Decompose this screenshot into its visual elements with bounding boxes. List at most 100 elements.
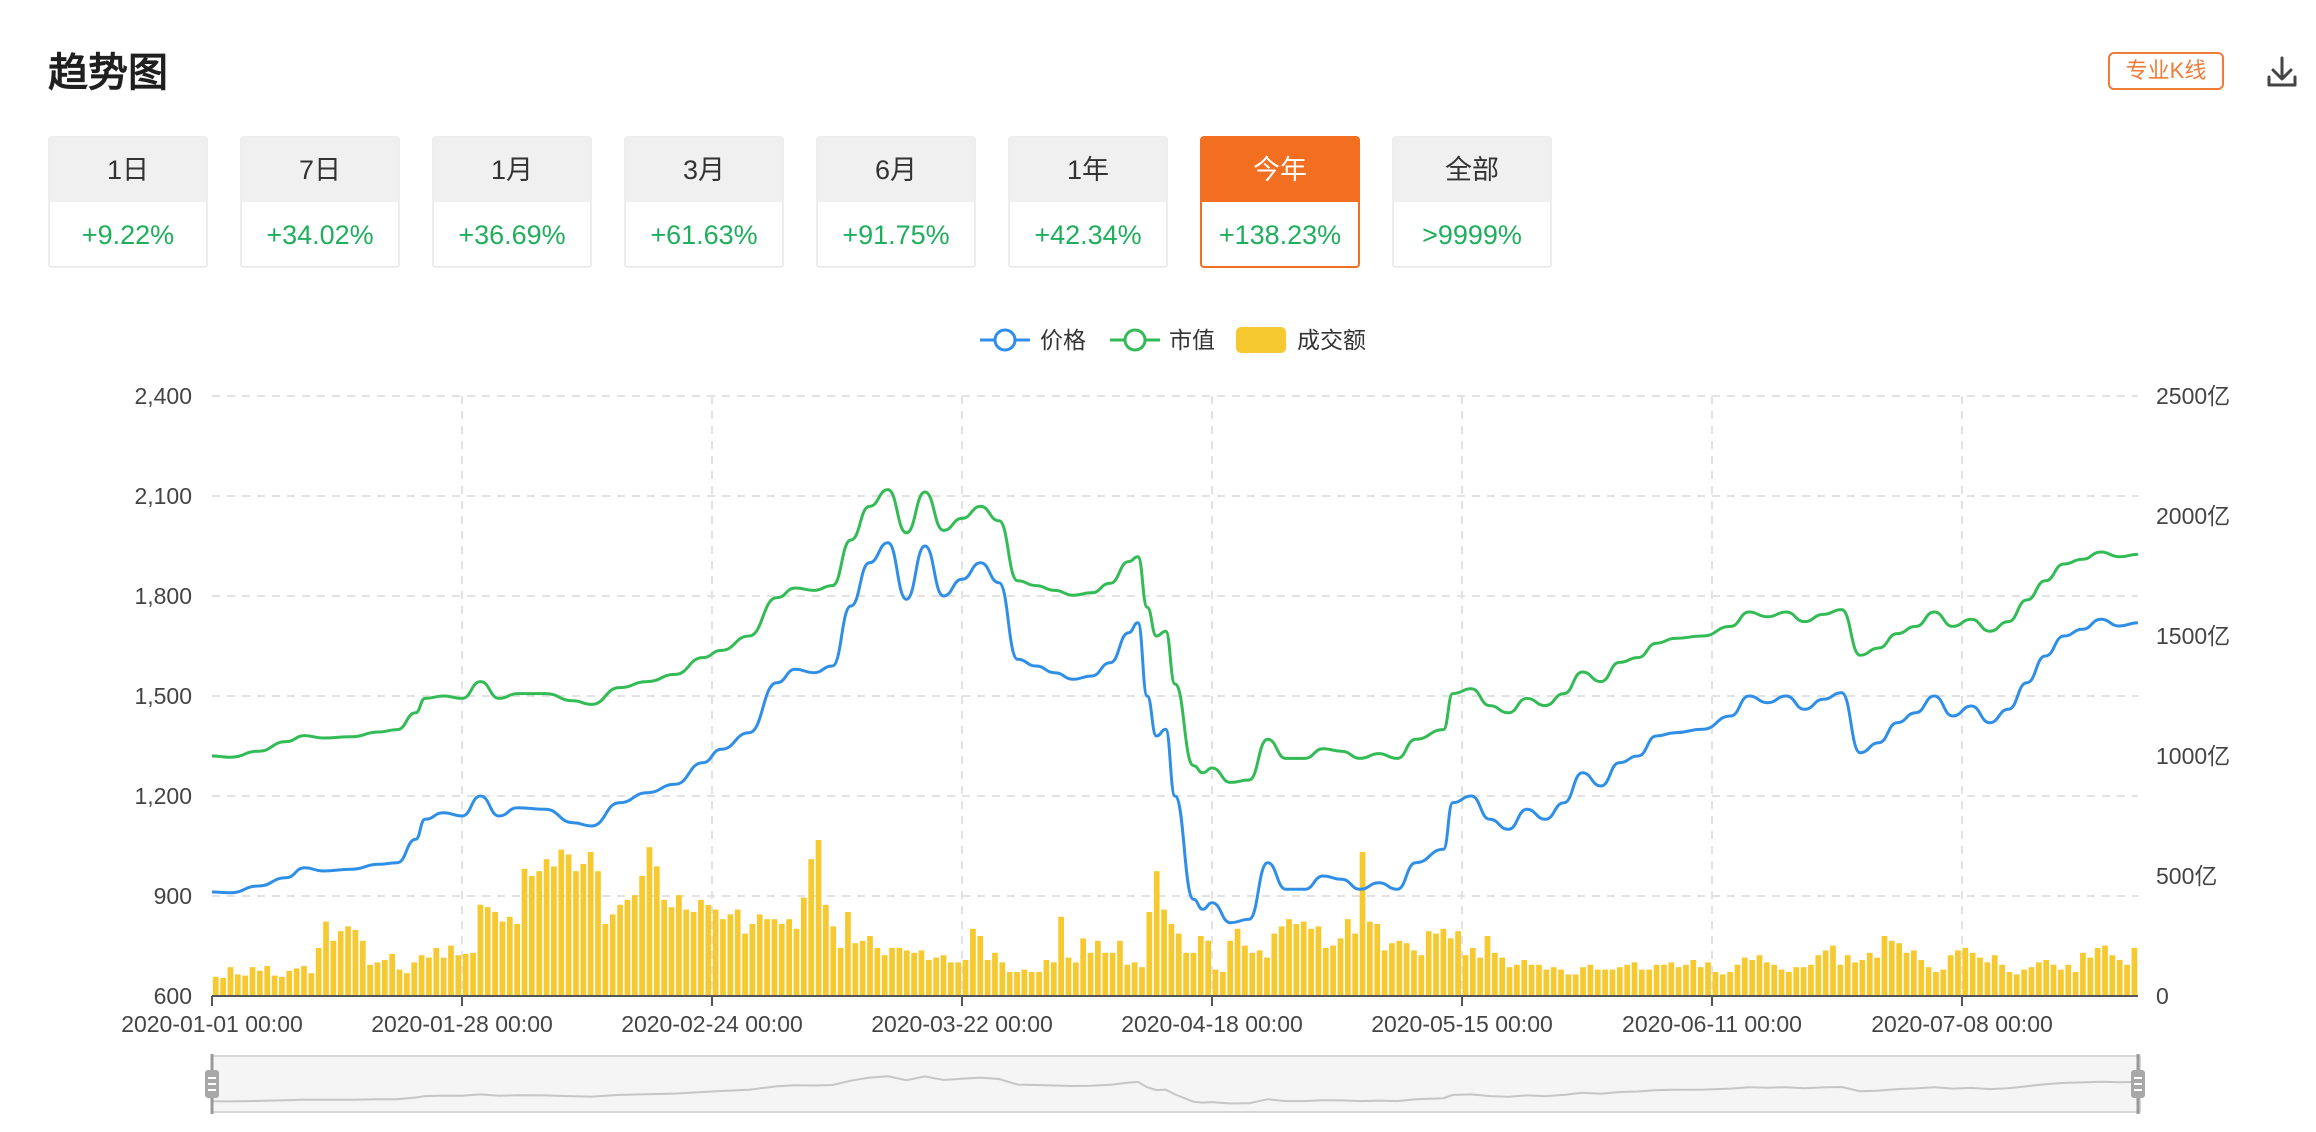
legend-market-cap-marker [1123, 328, 1147, 352]
volume-bar [573, 871, 579, 996]
x-tick-label: 2020-01-28 00:00 [371, 1011, 553, 1037]
volume-bar [837, 948, 844, 996]
tab-range-2[interactable]: 1月 +36.69% [432, 136, 592, 268]
tab-range-3[interactable]: 3月 +61.63% [624, 136, 784, 268]
pro-kline-button[interactable]: 专业K线 [2108, 52, 2224, 90]
volume-bar [602, 924, 609, 996]
tab-range-change: +34.02% [266, 220, 374, 250]
volume-bar [1631, 962, 1638, 996]
datazoom-handle-left[interactable] [205, 1054, 219, 1114]
volume-bar [1822, 950, 1829, 996]
volume-bar [1139, 967, 1145, 996]
volume-bar [1661, 964, 1667, 996]
volume-bar [1712, 972, 1719, 996]
volume-bar [484, 907, 491, 996]
volume-bar [565, 854, 572, 996]
volume-bar [1036, 972, 1042, 996]
volume-bar [359, 940, 366, 996]
tab-range-label: 1月 [434, 138, 590, 202]
tab-range-1[interactable]: 7日 +34.02% [240, 136, 400, 268]
y-right-tick-label: 1500亿 [2156, 623, 2230, 649]
volume-bar [2072, 972, 2079, 996]
volume-bar [2087, 957, 2094, 996]
volume-bar [1719, 974, 1726, 996]
volume-bar [1771, 964, 1778, 996]
market-cap-line [211, 488, 2138, 784]
volume-bar [1367, 921, 1373, 996]
tab-range-6[interactable]: 今年 +138.23% [1200, 136, 1360, 268]
tab-range-change: +138.23% [1218, 220, 1342, 250]
tab-range-4[interactable]: 6月 +91.75% [816, 136, 976, 268]
volume-bar [367, 964, 373, 996]
volume-bar [440, 957, 447, 996]
volume-bar [852, 943, 859, 996]
volume-bar [2058, 969, 2064, 996]
volume-bar [609, 914, 616, 996]
volume-bar [1219, 972, 1226, 996]
volume-bar [1969, 952, 1976, 996]
legend-volume-swatch [1236, 327, 1286, 353]
volume-bar [698, 900, 704, 996]
volume-bar [1271, 933, 1278, 996]
volume-bar [315, 948, 322, 996]
volume-bar [1800, 967, 1807, 996]
volume-bar [1896, 943, 1903, 996]
tab-range-0[interactable]: 1日 +9.22% [48, 136, 208, 268]
volume-bar [2131, 948, 2138, 996]
tab-range-change: +42.34% [1034, 220, 1142, 250]
volume-bar [617, 904, 623, 996]
volume-bar [1543, 969, 1550, 996]
volume-bar [690, 912, 697, 996]
tab-range-7[interactable]: 全部 >9999% [1392, 136, 1552, 268]
volume-bar [1565, 974, 1572, 996]
volume-bar [345, 926, 351, 996]
tab-range-label: 3月 [626, 138, 782, 202]
volume-bar [1403, 943, 1410, 996]
volume-bar [220, 978, 226, 996]
volume-bar [1359, 852, 1366, 996]
volume-bar [1264, 957, 1270, 996]
volume-bar [764, 919, 770, 996]
volume-bar [683, 909, 690, 996]
volume-bar [1322, 948, 1329, 996]
volume-bar [1469, 948, 1476, 996]
volume-bar [1646, 969, 1653, 996]
y-left-tick-label: 1,500 [134, 683, 192, 709]
y-left-tick-label: 1,200 [134, 783, 192, 809]
volume-bar [1462, 955, 1469, 996]
volume-bar [1168, 924, 1175, 996]
volume-bar [1940, 969, 1947, 996]
volume-bar [1411, 950, 1417, 996]
volume-bar [639, 876, 645, 996]
volume-bar [1697, 967, 1704, 996]
volume-bar [1616, 967, 1623, 996]
volume-bar [293, 968, 300, 996]
download-icon[interactable] [2262, 52, 2302, 92]
datazoom-handle-right[interactable] [2131, 1054, 2145, 1114]
tab-range-5[interactable]: 1年 +42.34% [1008, 136, 1168, 268]
y-left-tick-label: 1,800 [134, 583, 192, 609]
volume-bar [1278, 926, 1285, 996]
volume-bar [1572, 974, 1579, 996]
y-right-tick-label: 2000亿 [2156, 503, 2230, 529]
volume-bar [734, 909, 741, 996]
tab-range-change: +9.22% [81, 220, 175, 250]
volume-bar [448, 945, 454, 996]
volume-bar [793, 928, 800, 996]
volume-bar [330, 940, 337, 996]
volume-bar [418, 955, 425, 996]
x-tick-label: 2020-03-22 00:00 [871, 1011, 1053, 1037]
volume-bar [705, 904, 712, 996]
volume-bar [984, 960, 991, 996]
volume-bar [1514, 964, 1520, 996]
volume-bar [1058, 916, 1064, 996]
volume-bar [1903, 952, 1910, 996]
volume-bar [786, 919, 793, 996]
legend-price-marker [993, 328, 1017, 352]
tab-range-change: +61.63% [650, 220, 758, 250]
volume-bar [286, 970, 293, 996]
volume-bar [1558, 969, 1564, 996]
volume-bar [1933, 972, 1939, 996]
volume-bar [1256, 950, 1263, 996]
volume-bar [1374, 924, 1381, 996]
